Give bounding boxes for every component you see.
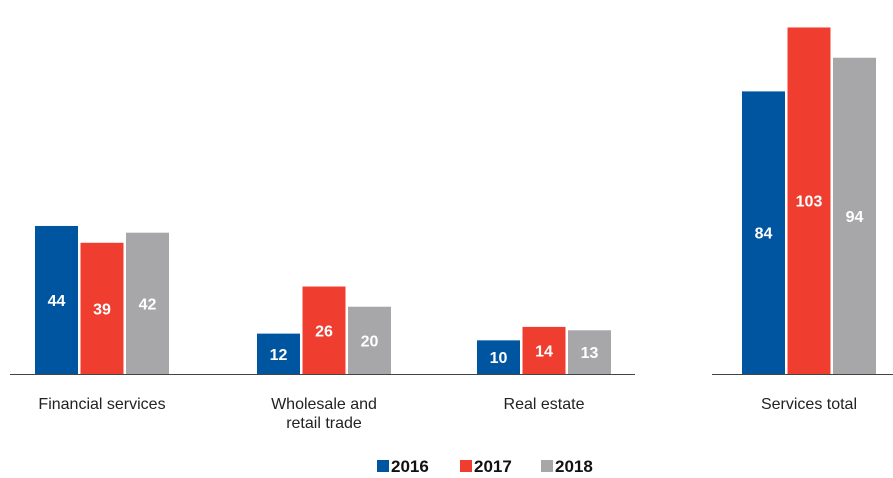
legend-label-2018: 2018	[555, 457, 593, 476]
bar-real-estate-2018	[568, 330, 611, 374]
legend-label-2016: 2016	[391, 457, 429, 476]
data-label-real-estate-2018: 13	[581, 345, 599, 362]
data-label-real-estate-2017: 14	[535, 343, 553, 360]
bar-real-estate-2016	[477, 340, 520, 374]
bar-wholesale-and-retail-trade-2018	[348, 306, 391, 374]
bar-services-total-2016	[742, 91, 785, 374]
bar-financial-services-2017	[80, 242, 124, 374]
legend-label-2017: 2017	[474, 457, 512, 476]
category-label-services-total: Services total	[761, 396, 857, 413]
bar-services-total-2017	[787, 27, 831, 374]
data-label-services-total-2017: 103	[796, 194, 823, 211]
bar-wholesale-and-retail-trade-2017	[302, 286, 346, 374]
category-label-financial-services: Financial services	[38, 396, 165, 413]
bar-financial-services-2016	[35, 225, 78, 374]
data-label-services-total-2018: 94	[846, 209, 864, 226]
legend-swatch-2018	[541, 460, 553, 472]
legend-swatch-2017	[460, 460, 472, 472]
chart-panel-sectors: 44 39 42 Financial services 12 26 20 Wholesale …	[10, 225, 635, 432]
data-label-wholesale-and-retail-trade-2017: 26	[315, 323, 333, 340]
legend-swatch-2016	[377, 460, 389, 472]
data-label-financial-services-2016: 44	[48, 293, 66, 310]
data-label-financial-services-2018: 42	[139, 296, 157, 313]
data-label-services-total-2016: 84	[755, 226, 773, 243]
bar-wholesale-and-retail-trade-2016	[257, 333, 300, 374]
bar-services-total-2018	[833, 57, 876, 375]
bar-financial-services-2018	[126, 232, 169, 374]
category-label-real-estate: Real estate	[504, 396, 585, 413]
data-label-financial-services-2017: 39	[93, 301, 111, 318]
data-label-wholesale-and-retail-trade-2016: 12	[270, 347, 288, 364]
data-label-real-estate-2016: 10	[490, 350, 508, 367]
bar-real-estate-2017	[522, 326, 566, 374]
category-label-wholesale-and-retail-trade: Wholesale and retail trade	[271, 396, 377, 432]
data-label-wholesale-and-retail-trade-2018: 20	[361, 333, 379, 350]
legend: 2016 2017 2018	[377, 457, 593, 476]
chart-panel-services-total: 84 103 94 Services total	[712, 27, 893, 413]
